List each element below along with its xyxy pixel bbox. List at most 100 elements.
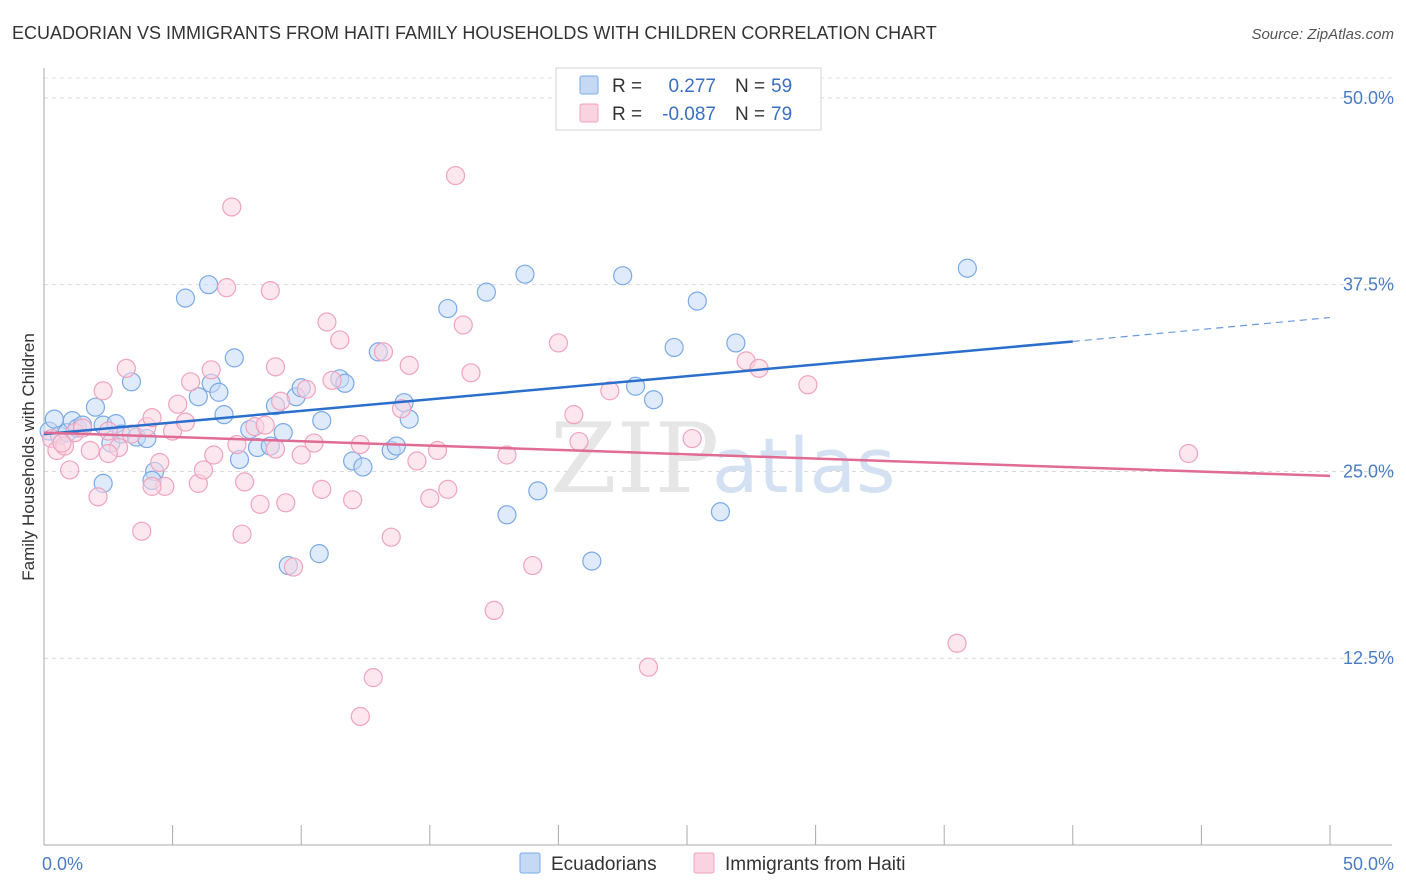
point-0-29	[273, 422, 293, 443]
y-tick-label-3: 50.0%	[1343, 88, 1394, 108]
point-1-19	[168, 394, 188, 414]
point-1-57	[445, 165, 466, 186]
watermark-atlas: atlas	[712, 421, 896, 510]
stats-legend-box	[555, 67, 822, 131]
point-1-13	[132, 521, 152, 541]
trendline-extension-0	[1072, 316, 1331, 343]
point-1-55	[427, 440, 448, 461]
point-1-40	[296, 379, 316, 399]
point-1-75	[142, 476, 162, 496]
y-tick-labels: 12.5% 25.0% 37.5% 50.0%	[1343, 88, 1394, 668]
point-1-25	[204, 445, 224, 465]
point-1-66	[600, 381, 620, 401]
point-1-46	[343, 490, 363, 510]
point-1-15	[142, 408, 162, 428]
point-0-22	[214, 405, 234, 425]
point-0-56	[726, 333, 746, 353]
point-1-11	[116, 358, 136, 378]
point-0-1	[44, 409, 64, 429]
point-0-34	[309, 544, 329, 564]
point-1-6	[80, 440, 100, 461]
point-0-33	[312, 411, 332, 431]
point-1-3	[60, 460, 80, 480]
stats-legend: R = 0.277 N = 59 R = -0.087 N = 79	[555, 67, 822, 131]
gridlines	[44, 77, 1392, 659]
point-0-23	[224, 348, 244, 368]
legend-n-label-ecuadorians: N =	[735, 76, 765, 97]
point-1-64	[564, 405, 584, 425]
axes	[43, 68, 1392, 846]
point-1-74	[350, 706, 370, 727]
point-1-32	[250, 494, 270, 514]
point-1-52	[399, 355, 419, 375]
x-tick-labels: 0.0% 50.0%	[42, 854, 1394, 874]
legend-r-label-haiti: R =	[612, 104, 642, 125]
point-0-54	[687, 291, 707, 311]
point-1-27	[222, 197, 242, 217]
legend-n-label-haiti: N =	[735, 104, 765, 125]
chart-title: ECUADORIAN VS IMMIGRANTS FROM HAITI FAMI…	[12, 23, 937, 43]
point-1-23	[193, 460, 214, 480]
legend-swatch-haiti	[579, 103, 599, 123]
point-1-63	[548, 333, 569, 353]
bottom-legend-haiti: Immigrants from Haiti	[725, 854, 906, 875]
point-0-50	[613, 266, 633, 286]
point-1-29	[232, 524, 252, 544]
point-1-8	[93, 381, 113, 401]
point-0-49	[582, 551, 602, 571]
point-0-53	[664, 337, 684, 358]
point-1-37	[276, 493, 296, 513]
point-1-35	[265, 357, 286, 377]
point-0-44	[438, 298, 458, 319]
point-1-73	[1178, 443, 1199, 464]
point-1-39	[291, 445, 311, 465]
point-1-51	[391, 399, 412, 419]
bottom-legend-ecuadorians: Ecuadorians	[551, 854, 657, 875]
point-0-57	[957, 258, 977, 278]
point-1-59	[461, 363, 481, 383]
point-1-36	[271, 391, 291, 411]
legend-r-value-haiti: -0.087	[662, 104, 716, 125]
y-tick-label-0: 12.5%	[1343, 648, 1394, 668]
x-tick-label-1: 50.0%	[1343, 854, 1394, 874]
legend-n-value-ecuadorians: 59	[771, 76, 792, 97]
point-1-78	[52, 433, 72, 453]
legend-swatch-ecuadorians	[579, 75, 599, 95]
point-1-76	[265, 439, 286, 459]
point-1-48	[363, 668, 383, 688]
point-1-72	[947, 633, 967, 653]
scatter-points	[39, 165, 1199, 727]
point-1-7	[88, 487, 108, 507]
point-1-60	[484, 600, 504, 621]
trendline-1	[43, 431, 1331, 478]
point-1-16	[150, 452, 170, 473]
point-1-38	[283, 557, 304, 577]
point-1-24	[201, 360, 221, 380]
point-1-54	[420, 488, 440, 508]
point-1-53	[407, 451, 427, 471]
point-1-49	[373, 342, 394, 362]
point-1-68	[682, 428, 702, 449]
point-0-38	[353, 457, 373, 477]
trendlines	[43, 316, 1331, 478]
point-1-9	[98, 421, 118, 441]
bottom-legend: Ecuadorians Immigrants from Haiti	[519, 852, 906, 875]
point-1-42	[312, 479, 332, 499]
point-1-43	[317, 312, 337, 332]
point-1-65	[569, 431, 589, 452]
point-1-61	[497, 445, 517, 465]
y-tick-label-2: 37.5%	[1343, 275, 1394, 295]
series-1-points	[42, 165, 1199, 727]
trendline-0	[43, 340, 1073, 436]
point-0-7	[85, 397, 106, 417]
x-tick-label-0: 0.0%	[42, 854, 83, 874]
point-1-26	[217, 278, 237, 298]
point-0-17	[175, 288, 196, 308]
point-1-44	[322, 370, 342, 390]
bottom-legend-swatch-ecuadorians	[519, 852, 541, 874]
point-1-45	[330, 330, 350, 350]
y-axis-label: Family Households with Children	[19, 333, 38, 581]
point-0-41	[386, 436, 406, 456]
point-0-48	[528, 481, 548, 501]
